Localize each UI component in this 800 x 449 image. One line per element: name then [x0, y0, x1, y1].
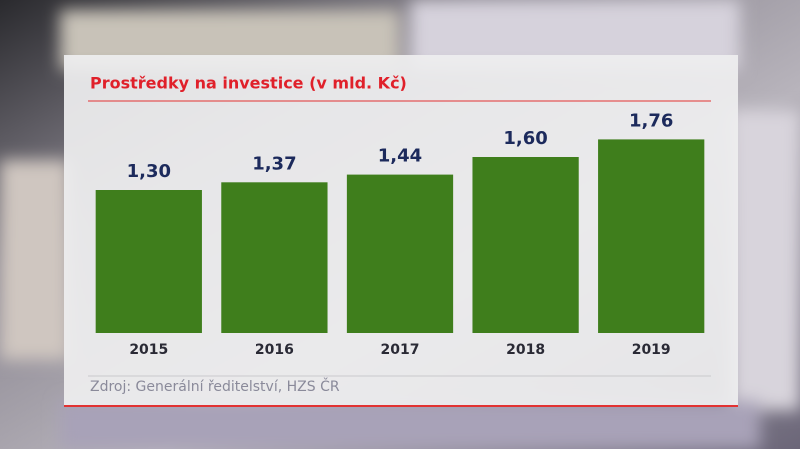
chart-title: Prostředky na investice (v mld. Kč) [90, 74, 407, 93]
value-label: 1,37 [252, 153, 296, 174]
source: Zdroj: Generální ředitelství, HZS ČR [90, 377, 340, 395]
value-label: 1,76 [629, 110, 673, 131]
bar [598, 139, 705, 333]
bar [346, 174, 454, 333]
x-tick-label: 2016 [255, 342, 294, 358]
x-tick-label: 2019 [632, 342, 671, 358]
x-tick-label: 2018 [506, 342, 545, 358]
x-tick-label: 2015 [129, 342, 168, 358]
value-label: 1,60 [503, 128, 547, 149]
x-tick-label: 2017 [381, 342, 420, 358]
bar [472, 157, 579, 333]
bar [221, 182, 328, 333]
value-label: 1,30 [127, 161, 171, 182]
bar [95, 190, 202, 333]
value-label: 1,44 [378, 146, 422, 167]
